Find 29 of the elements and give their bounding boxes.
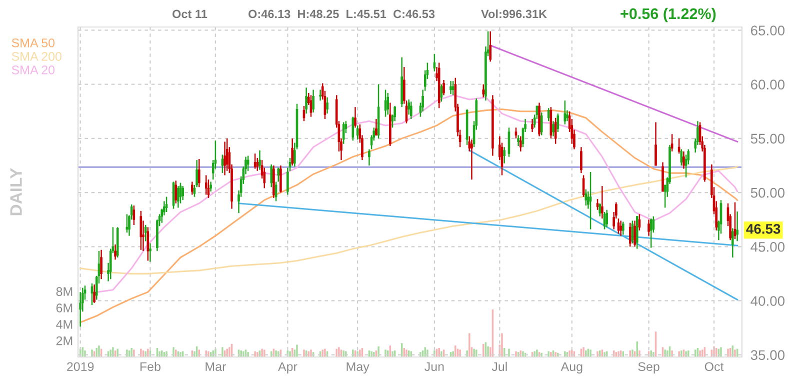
y-tick-label: 40.00 [750, 296, 785, 306]
x-tick-label: Feb [140, 362, 160, 372]
y2-tick-label: 4M [56, 320, 72, 329]
y2-tick-label: 2M [56, 336, 72, 346]
x-tick-label: 2019 [67, 362, 94, 372]
x-tick-label: Aug [560, 362, 582, 374]
y-tick-label: 35.00 [750, 350, 785, 360]
text: +0.56 (1.22%) [620, 8, 716, 22]
text: Oct 11 [172, 10, 208, 18]
y-tick-label: 45.00 [750, 242, 785, 252]
y2-tick-label: 8M [56, 287, 72, 296]
y-tick-label: 60.00 [751, 80, 785, 90]
text: Vol:996.31K [481, 10, 547, 18]
text: SMA 200 [12, 52, 62, 61]
text: SMA 20 [12, 66, 55, 74]
x-tick-label: Jul [492, 362, 507, 372]
x-tick-label: Oct [704, 362, 724, 372]
x-tick-label: Sep [638, 362, 660, 374]
x-tick-label: Mar [206, 362, 226, 372]
annotation: 46.53 [746, 224, 780, 234]
x-tick-label: Jun [424, 362, 444, 372]
text: SMA 50 [12, 38, 55, 48]
text: O:46.13 H:48.25 L:45.51 C:46.53 [248, 10, 435, 18]
y-tick-label: 65.00 [751, 26, 785, 36]
x-tick-label: May [346, 362, 370, 374]
x-tick-label: Apr [278, 362, 298, 374]
y-tick-label: 50.00 [750, 188, 785, 198]
y2-tick-label: 6M [56, 304, 72, 312]
y-tick-label: 55.00 [750, 134, 785, 144]
